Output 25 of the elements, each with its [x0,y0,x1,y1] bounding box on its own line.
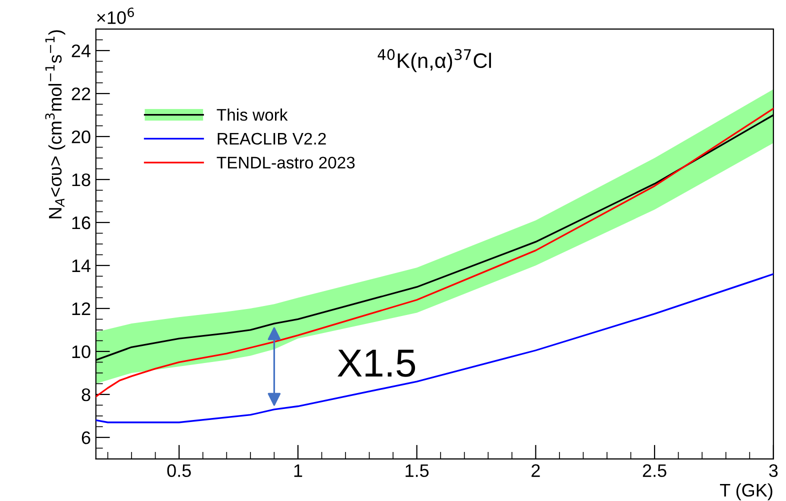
y-tick-label: 14 [72,260,91,272]
y-tick-label: 8 [82,388,90,402]
x-tick-label: 0.5 [167,464,191,478]
legend-label: TENDL-astro 2023 [216,156,355,169]
x-tick-label: 1 [294,464,302,477]
x-tick-label: 2 [532,464,540,477]
text: ×10$^{6}$ [97,8,134,24]
x-tick-label: 1.5 [406,464,429,478]
y-tick-label: 10 [72,345,90,358]
text: N$_{A}$<συ> (cm$^{3}$mol$^{−1}$s$^{−1}$) [45,30,66,218]
x-axis-title: T (GK) [720,483,772,500]
x-tick-label: 2.5 [642,464,666,478]
x-tick-label: 3 [769,464,778,478]
y-tick-label: 12 [72,302,90,316]
text: $^{40}$K(n,α)$^{37}$Cl [378,49,491,72]
y-tick-label: 16 [72,216,90,230]
y-tick-label: 18 [72,173,90,186]
y-tick-label: 24 [72,44,91,58]
legend-label: This work [216,108,288,121]
y-tick-label: 6 [82,431,90,444]
y-tick-label: 22 [72,87,90,100]
annotation: X1.5 [338,350,416,377]
line-series [96,273,774,424]
legend-label: REACLIB V2.2 [218,132,326,145]
y-tick-label: 20 [72,130,90,144]
